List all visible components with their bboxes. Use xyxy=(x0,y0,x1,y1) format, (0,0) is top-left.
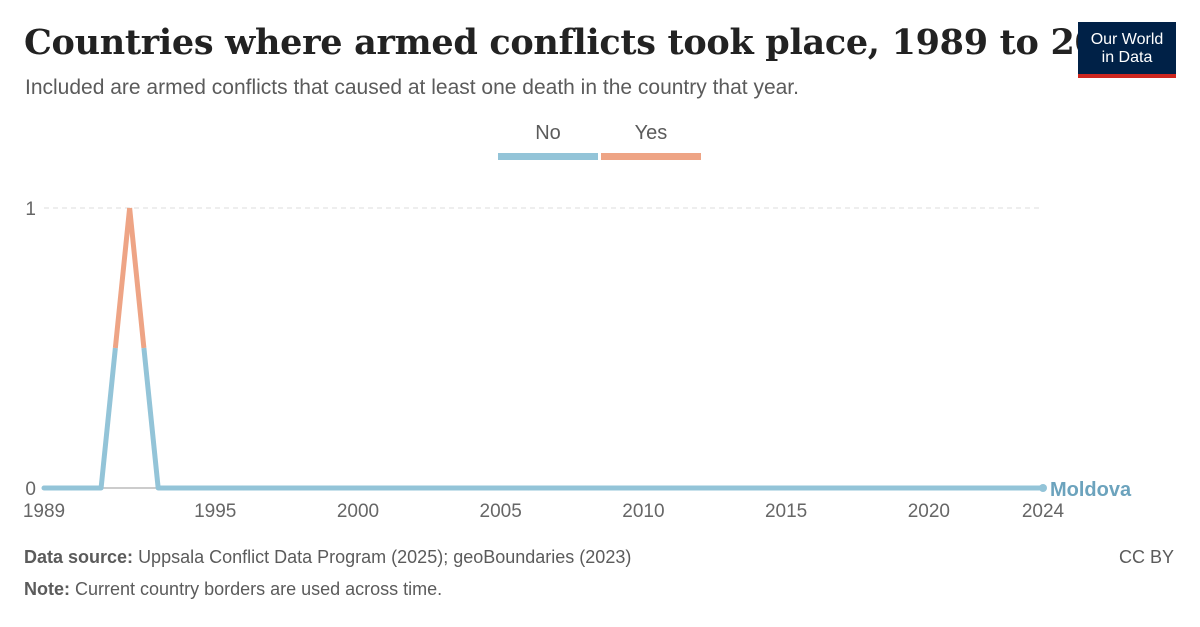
y-tick-label-0: 0 xyxy=(25,479,36,500)
x-tick-label-1989: 1989 xyxy=(23,501,65,522)
y-tick-label-1: 1 xyxy=(25,199,36,220)
entity-label-moldova: Moldova xyxy=(1050,479,1132,501)
line-segment-1991-a xyxy=(98,347,118,489)
footer-note: Note: Current country borders are used a… xyxy=(24,579,442,600)
line-segment-1991-b xyxy=(112,207,133,349)
x-tick-label-1995: 1995 xyxy=(194,501,236,522)
legend-swatch-no xyxy=(498,153,598,160)
line-segment-1992-b xyxy=(141,347,161,489)
note-text: Current country borders are used across … xyxy=(75,579,443,599)
legend-label-yes: Yes xyxy=(634,122,668,144)
owid-logo[interactable]: Our World in Data xyxy=(1078,22,1176,78)
legend-label-no: No xyxy=(535,122,561,144)
chart-subtitle: Included are armed conflicts that caused… xyxy=(25,76,799,99)
legend: No Yes xyxy=(498,122,702,162)
x-tick-label-2015: 2015 xyxy=(765,501,807,522)
x-tick-label-2024: 2024 xyxy=(1022,501,1065,522)
series-end-point xyxy=(1039,484,1047,492)
source-text[interactable]: Uppsala Conflict Data Program (2025); ge… xyxy=(138,547,632,567)
x-tick-label-2000: 2000 xyxy=(337,501,379,522)
logo-line-1: Our World xyxy=(1090,31,1164,48)
license-link[interactable]: CC BY xyxy=(1118,547,1174,567)
legend-item-no[interactable]: No xyxy=(498,122,598,160)
legend-item-yes[interactable]: Yes xyxy=(601,122,701,160)
note-label: Note: xyxy=(24,579,70,599)
x-tick-label-2020: 2020 xyxy=(908,501,950,522)
x-tick-label-2005: 2005 xyxy=(480,501,522,522)
source-label: Data source: xyxy=(24,547,134,567)
line-segment-1992-a xyxy=(127,207,147,349)
legend-swatch-yes xyxy=(601,153,701,160)
chart-title: Countries where armed conflicts took pla… xyxy=(24,22,1147,63)
x-tick-label-2010: 2010 xyxy=(622,501,664,522)
logo-line-2: in Data xyxy=(1101,49,1153,66)
footer-source: Data source: Uppsala Conflict Data Progr… xyxy=(24,547,631,568)
